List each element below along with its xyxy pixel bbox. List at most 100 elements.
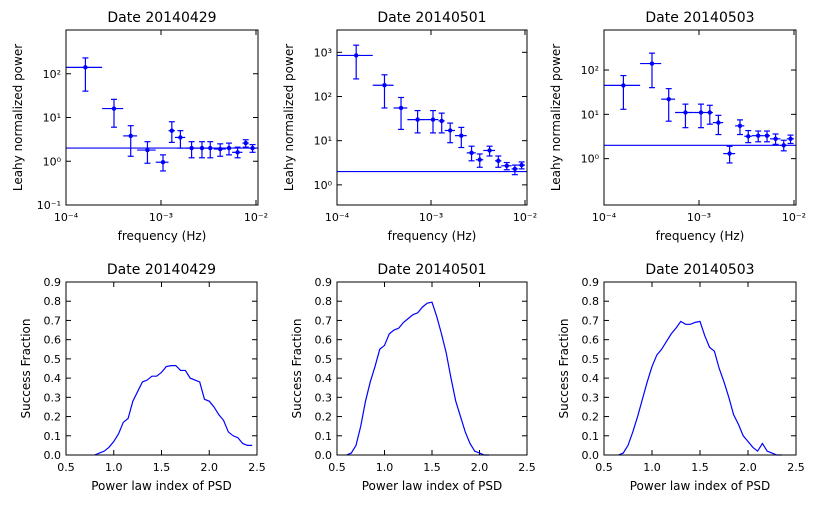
x-tick-label: 1.5 <box>423 461 441 474</box>
data-point <box>189 145 194 151</box>
data-point <box>217 146 223 152</box>
y-tick-label: 10³ <box>314 46 332 59</box>
data-point <box>353 53 359 58</box>
y-tick-label: 0.6 <box>44 334 62 347</box>
y-tick-label: 10² <box>43 68 61 81</box>
data-point <box>512 166 518 172</box>
y-tick-label: 10¹ <box>314 135 332 148</box>
data-line <box>94 365 253 456</box>
y-tick-label: 10² <box>314 90 332 103</box>
y-tick-label: 0.5 <box>582 353 600 366</box>
data-point <box>398 105 404 111</box>
y-tick-label: 10⁰ <box>314 179 333 192</box>
data-point <box>621 83 626 88</box>
subplot-title: Date 20140429 <box>107 262 216 278</box>
data-point <box>737 123 743 129</box>
y-tick-label: 0.2 <box>44 411 62 424</box>
data-line <box>346 301 489 456</box>
x-tick-label: 10⁻³ <box>149 211 173 224</box>
subplot: Date 20140429 Power law index of PSD Succe… <box>19 262 266 493</box>
y-tick-label: 0.7 <box>44 314 62 327</box>
y-tick-label: 0.8 <box>582 295 600 308</box>
x-tick-label: 2.5 <box>787 461 805 474</box>
data-point <box>128 133 133 139</box>
data-point <box>382 83 387 88</box>
subplot-title: Date 20140501 <box>377 10 486 26</box>
y-tick-label: 0.2 <box>582 411 600 424</box>
data-point <box>415 117 420 122</box>
data-point <box>773 136 778 142</box>
data-point <box>469 150 474 156</box>
data-point <box>235 150 240 155</box>
data-point <box>430 117 436 122</box>
y-tick-label: 0.6 <box>582 334 600 347</box>
data-point <box>519 162 524 168</box>
y-tick-label: 0.7 <box>582 314 600 327</box>
data-point <box>683 110 688 115</box>
x-tick-label: 10⁻⁴ <box>325 211 350 224</box>
x-tick-label: 10⁻⁴ <box>54 211 79 224</box>
x-tick-label: 10⁻³ <box>687 211 711 224</box>
y-axis-label: Leahy normalized power <box>11 44 25 191</box>
y-axis-label: Leahy normalized power <box>549 44 563 191</box>
x-tick-label: 2.5 <box>518 461 536 474</box>
y-axis-label: Success Fraction <box>557 318 571 418</box>
x-tick-label: 1.0 <box>643 461 661 474</box>
y-tick-label: 0.0 <box>582 449 600 462</box>
y-axis-label: Leahy normalized power <box>282 44 296 191</box>
x-tick-label: 1.5 <box>691 461 709 474</box>
data-line <box>618 320 782 456</box>
axes-frame <box>65 29 259 206</box>
data-point <box>504 163 509 168</box>
data-point <box>746 134 751 139</box>
x-tick-label: 2.0 <box>201 461 219 474</box>
y-tick-label: 0.8 <box>44 295 62 308</box>
y-tick-label: 10² <box>581 64 599 77</box>
y-tick-label: 0.9 <box>582 276 600 289</box>
y-tick-label: 0.0 <box>315 449 333 462</box>
data-point <box>788 136 793 142</box>
data-point <box>169 128 175 133</box>
x-tick-label: 0.5 <box>57 461 75 474</box>
y-tick-label: 0.8 <box>315 295 333 308</box>
data-point <box>83 65 88 70</box>
y-tick-label: 10¹ <box>43 112 61 125</box>
y-tick-label: 10⁰ <box>581 153 600 166</box>
y-tick-label: 0.1 <box>44 430 62 443</box>
data-point <box>111 106 117 111</box>
axes-frame <box>65 281 258 456</box>
x-tick-label: 1.0 <box>376 461 394 474</box>
data-point <box>178 135 183 140</box>
data-point <box>160 160 166 165</box>
y-tick-label: 0.3 <box>582 391 600 404</box>
data-point <box>447 128 453 133</box>
x-tick-label: 10⁻² <box>782 211 806 224</box>
y-tick-label: 0.1 <box>315 430 333 443</box>
data-point <box>649 61 655 66</box>
subplot: Date 20140501 Power law index of PSD Succe… <box>290 262 536 493</box>
subplot: Date 20140503 frequency (Hz) Leahy normali… <box>549 10 806 243</box>
y-tick-label: 0.2 <box>315 411 333 424</box>
x-tick-label: 2.0 <box>739 461 757 474</box>
y-tick-label: 0.6 <box>315 334 333 347</box>
y-tick-label: 0.0 <box>44 449 62 462</box>
y-tick-label: 10⁻¹ <box>37 199 61 212</box>
y-axis-label: Success Fraction <box>19 318 33 418</box>
data-point <box>226 145 232 151</box>
x-axis-label: Power law index of PSD <box>91 479 232 493</box>
data-point <box>716 120 721 125</box>
y-tick-label: 0.9 <box>315 276 333 289</box>
data-point <box>707 110 713 115</box>
x-tick-label: 2.5 <box>248 461 266 474</box>
x-axis-label: frequency (Hz) <box>656 229 745 243</box>
data-point <box>208 145 213 151</box>
data-point <box>199 145 205 151</box>
subplot-title: Date 20140503 <box>645 10 754 26</box>
y-tick-label: 0.4 <box>44 372 62 385</box>
y-tick-label: 0.3 <box>44 391 62 404</box>
subplot: Date 20140501 frequency (Hz) Leahy normali… <box>282 10 537 243</box>
data-point <box>727 151 732 156</box>
x-tick-label: 10⁻⁴ <box>592 211 617 224</box>
y-tick-label: 0.5 <box>44 353 62 366</box>
data-point <box>459 133 464 138</box>
